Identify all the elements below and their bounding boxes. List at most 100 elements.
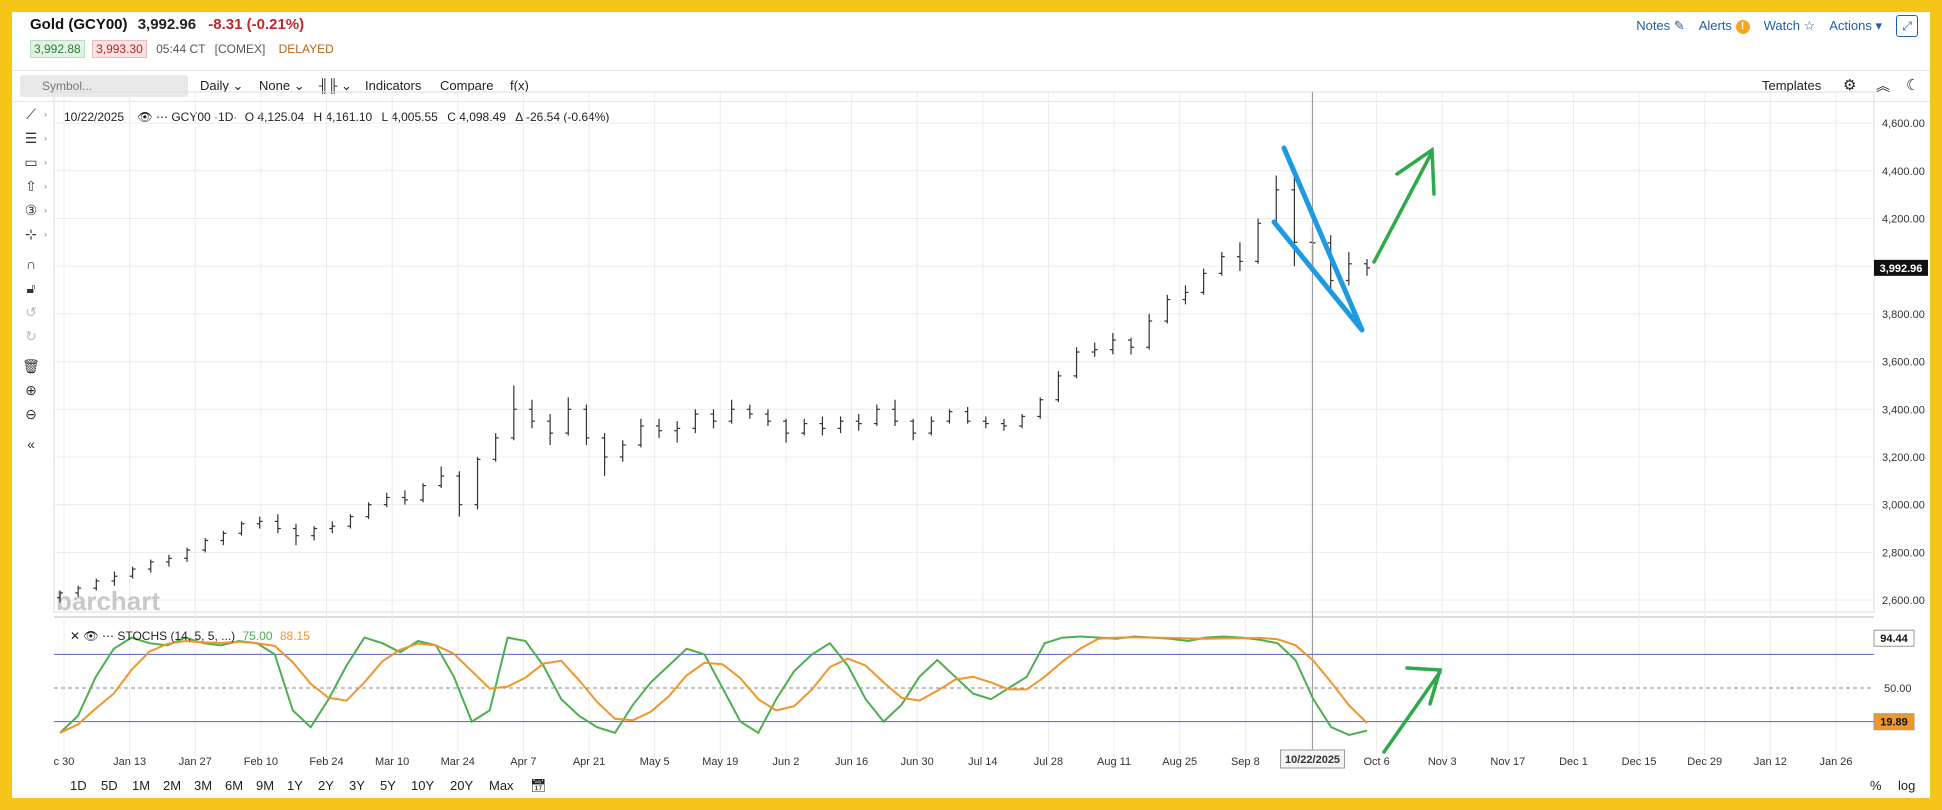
eye-icon[interactable]: 👁︎: [137, 110, 153, 124]
range-button-20y[interactable]: 20Y: [450, 778, 474, 793]
range-button-2y[interactable]: 2Y: [318, 778, 334, 793]
more-dots-icon[interactable]: ⋯: [155, 110, 168, 124]
log-scale-toggle[interactable]: log: [1898, 778, 1916, 793]
collapse-left-icon[interactable]: «: [27, 436, 35, 452]
range-button-5y[interactable]: 5Y: [380, 778, 396, 793]
stoch-d-line: [59, 636, 1368, 734]
x-tick-label: Jun 2: [772, 756, 799, 768]
magnet-icon[interactable]: ∩: [25, 256, 37, 272]
x-tick-label: May 19: [702, 756, 738, 768]
x-tick-label: Feb 24: [309, 756, 343, 768]
delayed-label: DELAYED: [278, 42, 334, 56]
expand-icon[interactable]: ⤢: [1896, 15, 1918, 37]
price-change: -8.31 (-0.21%): [208, 16, 305, 33]
price-chart[interactable]: 2,600.00 2,800.00 3,000.00 3,200.00 3,400.00…: [12, 12, 1930, 798]
eye-icon[interactable]: 👁︎: [83, 629, 99, 643]
zoom-out-icon[interactable]: ⊖: [25, 406, 37, 422]
watch-link[interactable]: Watch ☆: [1764, 18, 1816, 34]
fx-button[interactable]: f(x): [510, 78, 529, 93]
y-tick-label: 3,400.00: [1882, 404, 1925, 416]
x-tick-label: Jul 14: [968, 756, 997, 768]
undo-icon[interactable]: ↺: [25, 304, 37, 320]
collapse-up-icon[interactable]: ︽: [1876, 78, 1890, 94]
templates-button[interactable]: Templates: [1762, 78, 1822, 93]
y-tick-label: 3,200.00: [1882, 452, 1925, 464]
stoch-high-tag: [1873, 629, 1915, 647]
range-button-2m[interactable]: 2M: [163, 778, 182, 793]
alerts-label: Alerts: [1698, 18, 1732, 34]
alerts-link[interactable]: Alerts !: [1699, 18, 1750, 34]
compare-button[interactable]: Compare: [440, 78, 494, 93]
star-icon: ☆: [1803, 18, 1816, 33]
dark-mode-moon-icon[interactable]: ☾: [1906, 77, 1920, 94]
low-value: 4,005.55: [391, 110, 438, 124]
stoch-low-tag: [1873, 713, 1915, 731]
chevron-down-icon: ⌄: [293, 78, 305, 93]
x-tick-label: Apr 7: [510, 756, 536, 768]
range-button-max[interactable]: Max: [489, 778, 514, 793]
chevron-down-icon: ⌄: [232, 78, 244, 93]
redo-icon[interactable]: ↻: [25, 328, 37, 344]
range-button-3y[interactable]: 3Y: [349, 778, 365, 793]
trendline-tool-icon[interactable]: ⟋ ›: [26, 106, 47, 122]
indicators-button[interactable]: Indicators: [365, 78, 422, 93]
percent-scale-toggle[interactable]: %: [1870, 778, 1882, 793]
more-dots-icon[interactable]: ⋯: [101, 629, 114, 643]
x-tick-label: Mar 10: [375, 756, 409, 768]
period-label: Daily: [200, 78, 229, 93]
range-button-6m[interactable]: 6M: [225, 778, 244, 793]
range-button-1d[interactable]: 1D: [70, 778, 87, 793]
ohlc-legend: 10/22/2025 👁︎ ⋯ GCY00 ·1D· O 4,125.04 H …: [64, 110, 610, 124]
alert-badge-icon: !: [1735, 19, 1750, 34]
y-tick-label: 4,400.00: [1882, 166, 1925, 178]
caret-down-icon: ▾: [1875, 18, 1882, 33]
stoch-d-value: 88.15: [279, 629, 310, 643]
calendar-icon[interactable]: 📅︎: [530, 778, 547, 793]
notes-link[interactable]: Notes ✎: [1636, 18, 1685, 34]
fib-tool-icon[interactable]: ☰ ›: [24, 130, 47, 146]
close-label: C: [447, 110, 456, 124]
period-dropdown[interactable]: Daily ⌄: [200, 78, 243, 94]
range-button-1m[interactable]: 1M: [132, 778, 151, 793]
x-tick-label: Jan 12: [1754, 756, 1787, 768]
lock-icon[interactable]: 🔓︎: [26, 280, 36, 296]
ask-price: 3,993.30: [92, 40, 147, 58]
ohlc-bars-icon: ╢╟: [319, 78, 338, 93]
rectangle-tool-icon[interactable]: ▭ ›: [24, 154, 47, 170]
blue-wedge-annotation: [1271, 145, 1365, 333]
chart-type-dropdown[interactable]: ╢╟ ⌄: [319, 78, 352, 94]
aggregation-dropdown[interactable]: None ⌄: [259, 78, 305, 94]
measure-tool-icon[interactable]: ⊹ ›: [25, 226, 47, 242]
chart-toolbar: Daily ⌄ None ⌄ ╢╟ ⌄ Indicators Compare f…: [12, 70, 1930, 102]
range-button-5d[interactable]: 5D: [101, 778, 118, 793]
zoom-in-icon[interactable]: ⊕: [25, 382, 37, 398]
range-button-1y[interactable]: 1Y: [287, 778, 303, 793]
actions-menu[interactable]: Actions ▾: [1829, 18, 1882, 34]
x-tick-label: Aug 25: [1162, 756, 1197, 768]
range-button-9m[interactable]: 9M: [256, 778, 275, 793]
settings-gear-icon[interactable]: ⚙: [1843, 77, 1857, 94]
stoch-high-tag-text: 94.44: [1880, 633, 1908, 645]
legend-interval: 1D: [218, 110, 234, 124]
last-price-tag: [1874, 259, 1928, 276]
x-tick-label: Dec 15: [1622, 756, 1657, 768]
x-tick-label: Feb 10: [244, 756, 278, 768]
trash-icon[interactable]: 🗑︎: [22, 358, 40, 374]
chart-frame: Gold (GCY00) 3,992.96 -8.31 (-0.21%) 3,9…: [12, 12, 1930, 798]
x-tick-label: Jan 13: [113, 756, 146, 768]
range-bar: 1D 5D 1M 2M 3M 6M 9M 1Y 2Y 3Y 5Y 10Y 20Y Max 📅︎% log: [12, 774, 1930, 798]
stoch-k-line: [59, 635, 1368, 737]
x-tick-label: c 30: [54, 756, 75, 768]
y-tick-label: 3,000.00: [1882, 500, 1925, 512]
close-icon[interactable]: ✕: [70, 629, 81, 643]
range-button-10y[interactable]: 10Y: [411, 778, 435, 793]
range-button-3m[interactable]: 3M: [194, 778, 213, 793]
y-tick-label: 4,600.00: [1882, 118, 1925, 130]
arrow-up-tool-icon[interactable]: ⇧ ›: [25, 178, 47, 194]
high-label: H: [313, 110, 323, 124]
counter-tool-icon[interactable]: ③ ›: [24, 202, 47, 218]
open-label: O: [244, 110, 255, 124]
low-label: L: [381, 110, 388, 124]
y-tick-label: 2,800.00: [1882, 547, 1925, 559]
delta-label: Δ: [515, 110, 523, 124]
